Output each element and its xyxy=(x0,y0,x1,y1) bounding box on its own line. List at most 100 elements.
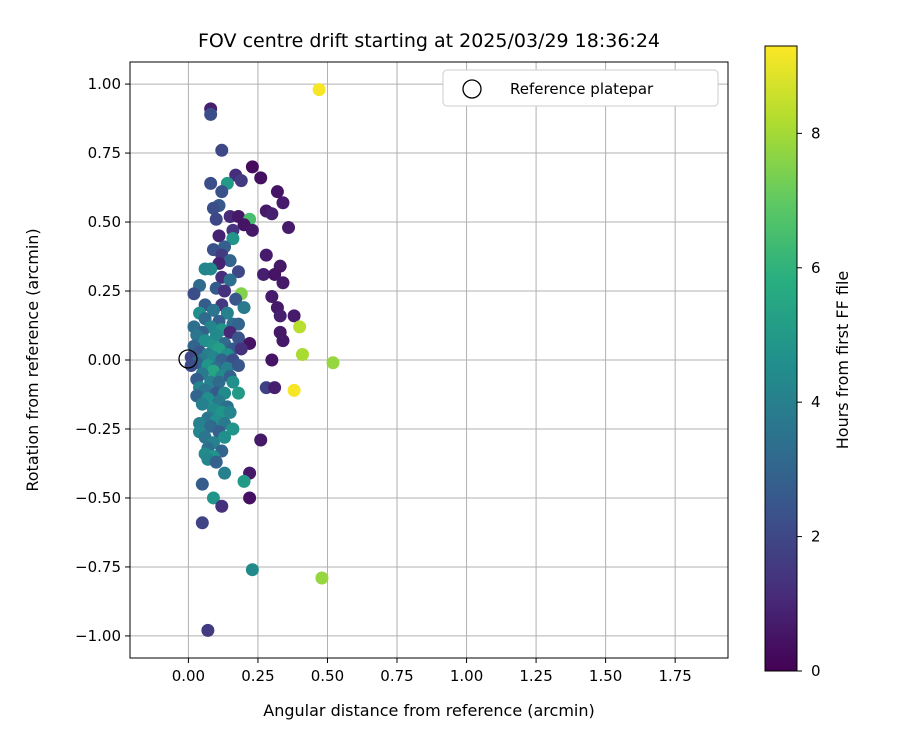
colorbar-ticks: 0 2 4 6 8 xyxy=(797,124,821,680)
data-point xyxy=(265,290,279,304)
colorbar-label: Hours from first FF file xyxy=(833,271,852,450)
data-point xyxy=(234,174,248,188)
data-point xyxy=(231,386,245,400)
data-point xyxy=(226,375,240,389)
y-tick-label: 1.00 xyxy=(88,75,121,93)
data-point xyxy=(243,491,257,505)
y-axis-label: Rotation from reference (arcmin) xyxy=(23,228,42,491)
data-point xyxy=(218,284,232,298)
data-point xyxy=(268,267,282,281)
chart-title: FOV centre drift starting at 2025/03/29 … xyxy=(198,30,660,52)
data-point xyxy=(223,405,237,419)
colorbar-gradient xyxy=(764,45,798,672)
y-tick-label: −1.00 xyxy=(75,627,121,645)
data-point xyxy=(206,303,220,317)
colorbar-tick-label: 6 xyxy=(811,259,821,277)
data-point xyxy=(237,301,251,315)
data-point xyxy=(226,422,240,436)
data-point xyxy=(223,273,237,287)
legend-label: Reference platepar xyxy=(510,80,654,98)
data-point xyxy=(270,185,284,199)
data-point xyxy=(237,474,251,488)
data-point xyxy=(254,171,268,185)
data-point xyxy=(215,185,229,199)
data-point xyxy=(218,466,232,480)
y-tick-label: 0.50 xyxy=(88,213,121,231)
data-point xyxy=(204,176,218,190)
data-point xyxy=(206,491,220,505)
x-tick-label: 0.50 xyxy=(311,667,344,685)
data-point xyxy=(206,201,220,215)
data-point xyxy=(226,232,240,246)
legend: Reference platepar xyxy=(442,69,719,107)
x-tick-label: 0.00 xyxy=(172,667,205,685)
data-point xyxy=(287,383,301,397)
x-tick-label: 1.25 xyxy=(519,667,552,685)
data-point xyxy=(273,309,287,323)
data-point xyxy=(245,563,259,577)
data-point xyxy=(212,375,226,389)
data-point xyxy=(209,328,223,342)
data-point xyxy=(198,262,212,276)
data-point xyxy=(231,359,245,373)
data-point xyxy=(293,320,307,334)
data-point xyxy=(245,160,259,174)
legend-marker-icon xyxy=(462,79,482,99)
x-axis-label: Angular distance from reference (arcmin) xyxy=(263,701,594,720)
data-point xyxy=(212,229,226,243)
data-point xyxy=(231,265,245,279)
y-tick-label: 0.25 xyxy=(88,282,121,300)
data-points xyxy=(184,83,340,637)
data-point xyxy=(195,516,209,530)
reference-platepar-marker xyxy=(178,349,198,369)
data-point xyxy=(254,433,268,447)
x-tick-label: 1.00 xyxy=(450,667,483,685)
data-point xyxy=(218,430,232,444)
data-point xyxy=(326,356,340,370)
x-tick-label: 0.25 xyxy=(241,667,274,685)
data-point xyxy=(223,254,237,268)
data-point xyxy=(257,267,271,281)
data-point xyxy=(287,309,301,323)
data-point xyxy=(265,353,279,367)
data-point xyxy=(215,143,229,157)
x-tick-label: 0.75 xyxy=(380,667,413,685)
y-tick-label: −0.25 xyxy=(75,420,121,438)
y-tick-label: −0.50 xyxy=(75,489,121,507)
data-point xyxy=(209,455,223,469)
y-axis-ticks: −1.00 −0.75 −0.50 −0.25 0.00 0.25 0.50 0.75 1.00 xyxy=(75,75,130,645)
data-point xyxy=(231,331,245,345)
colorbar-tick-label: 8 xyxy=(811,124,821,142)
data-point xyxy=(295,347,309,361)
x-tick-label: 1.50 xyxy=(589,667,622,685)
data-point xyxy=(195,477,209,491)
data-point xyxy=(231,317,245,331)
colorbar-tick-label: 0 xyxy=(811,662,821,680)
y-tick-label: −0.75 xyxy=(75,558,121,576)
colorbar: 0 2 4 6 8 Hours from first FF file xyxy=(764,45,852,680)
colorbar-tick-label: 2 xyxy=(811,528,821,546)
data-point xyxy=(282,221,296,235)
data-point xyxy=(209,212,223,226)
data-point xyxy=(268,381,282,395)
data-point xyxy=(276,196,290,210)
x-tick-label: 1.75 xyxy=(658,667,691,685)
data-point xyxy=(265,207,279,221)
data-point xyxy=(220,306,234,320)
data-point xyxy=(187,287,201,301)
data-point xyxy=(234,342,248,356)
data-point xyxy=(276,276,290,290)
data-point xyxy=(201,623,215,637)
data-point xyxy=(215,499,229,513)
data-point xyxy=(245,223,259,237)
y-tick-label: 0.00 xyxy=(88,351,121,369)
data-point xyxy=(315,571,329,585)
data-point xyxy=(204,107,218,121)
data-point xyxy=(312,83,326,97)
data-point xyxy=(195,397,209,411)
y-tick-label: 0.75 xyxy=(88,144,121,162)
data-point xyxy=(229,292,243,306)
data-point xyxy=(276,334,290,348)
legend-box xyxy=(442,69,719,107)
